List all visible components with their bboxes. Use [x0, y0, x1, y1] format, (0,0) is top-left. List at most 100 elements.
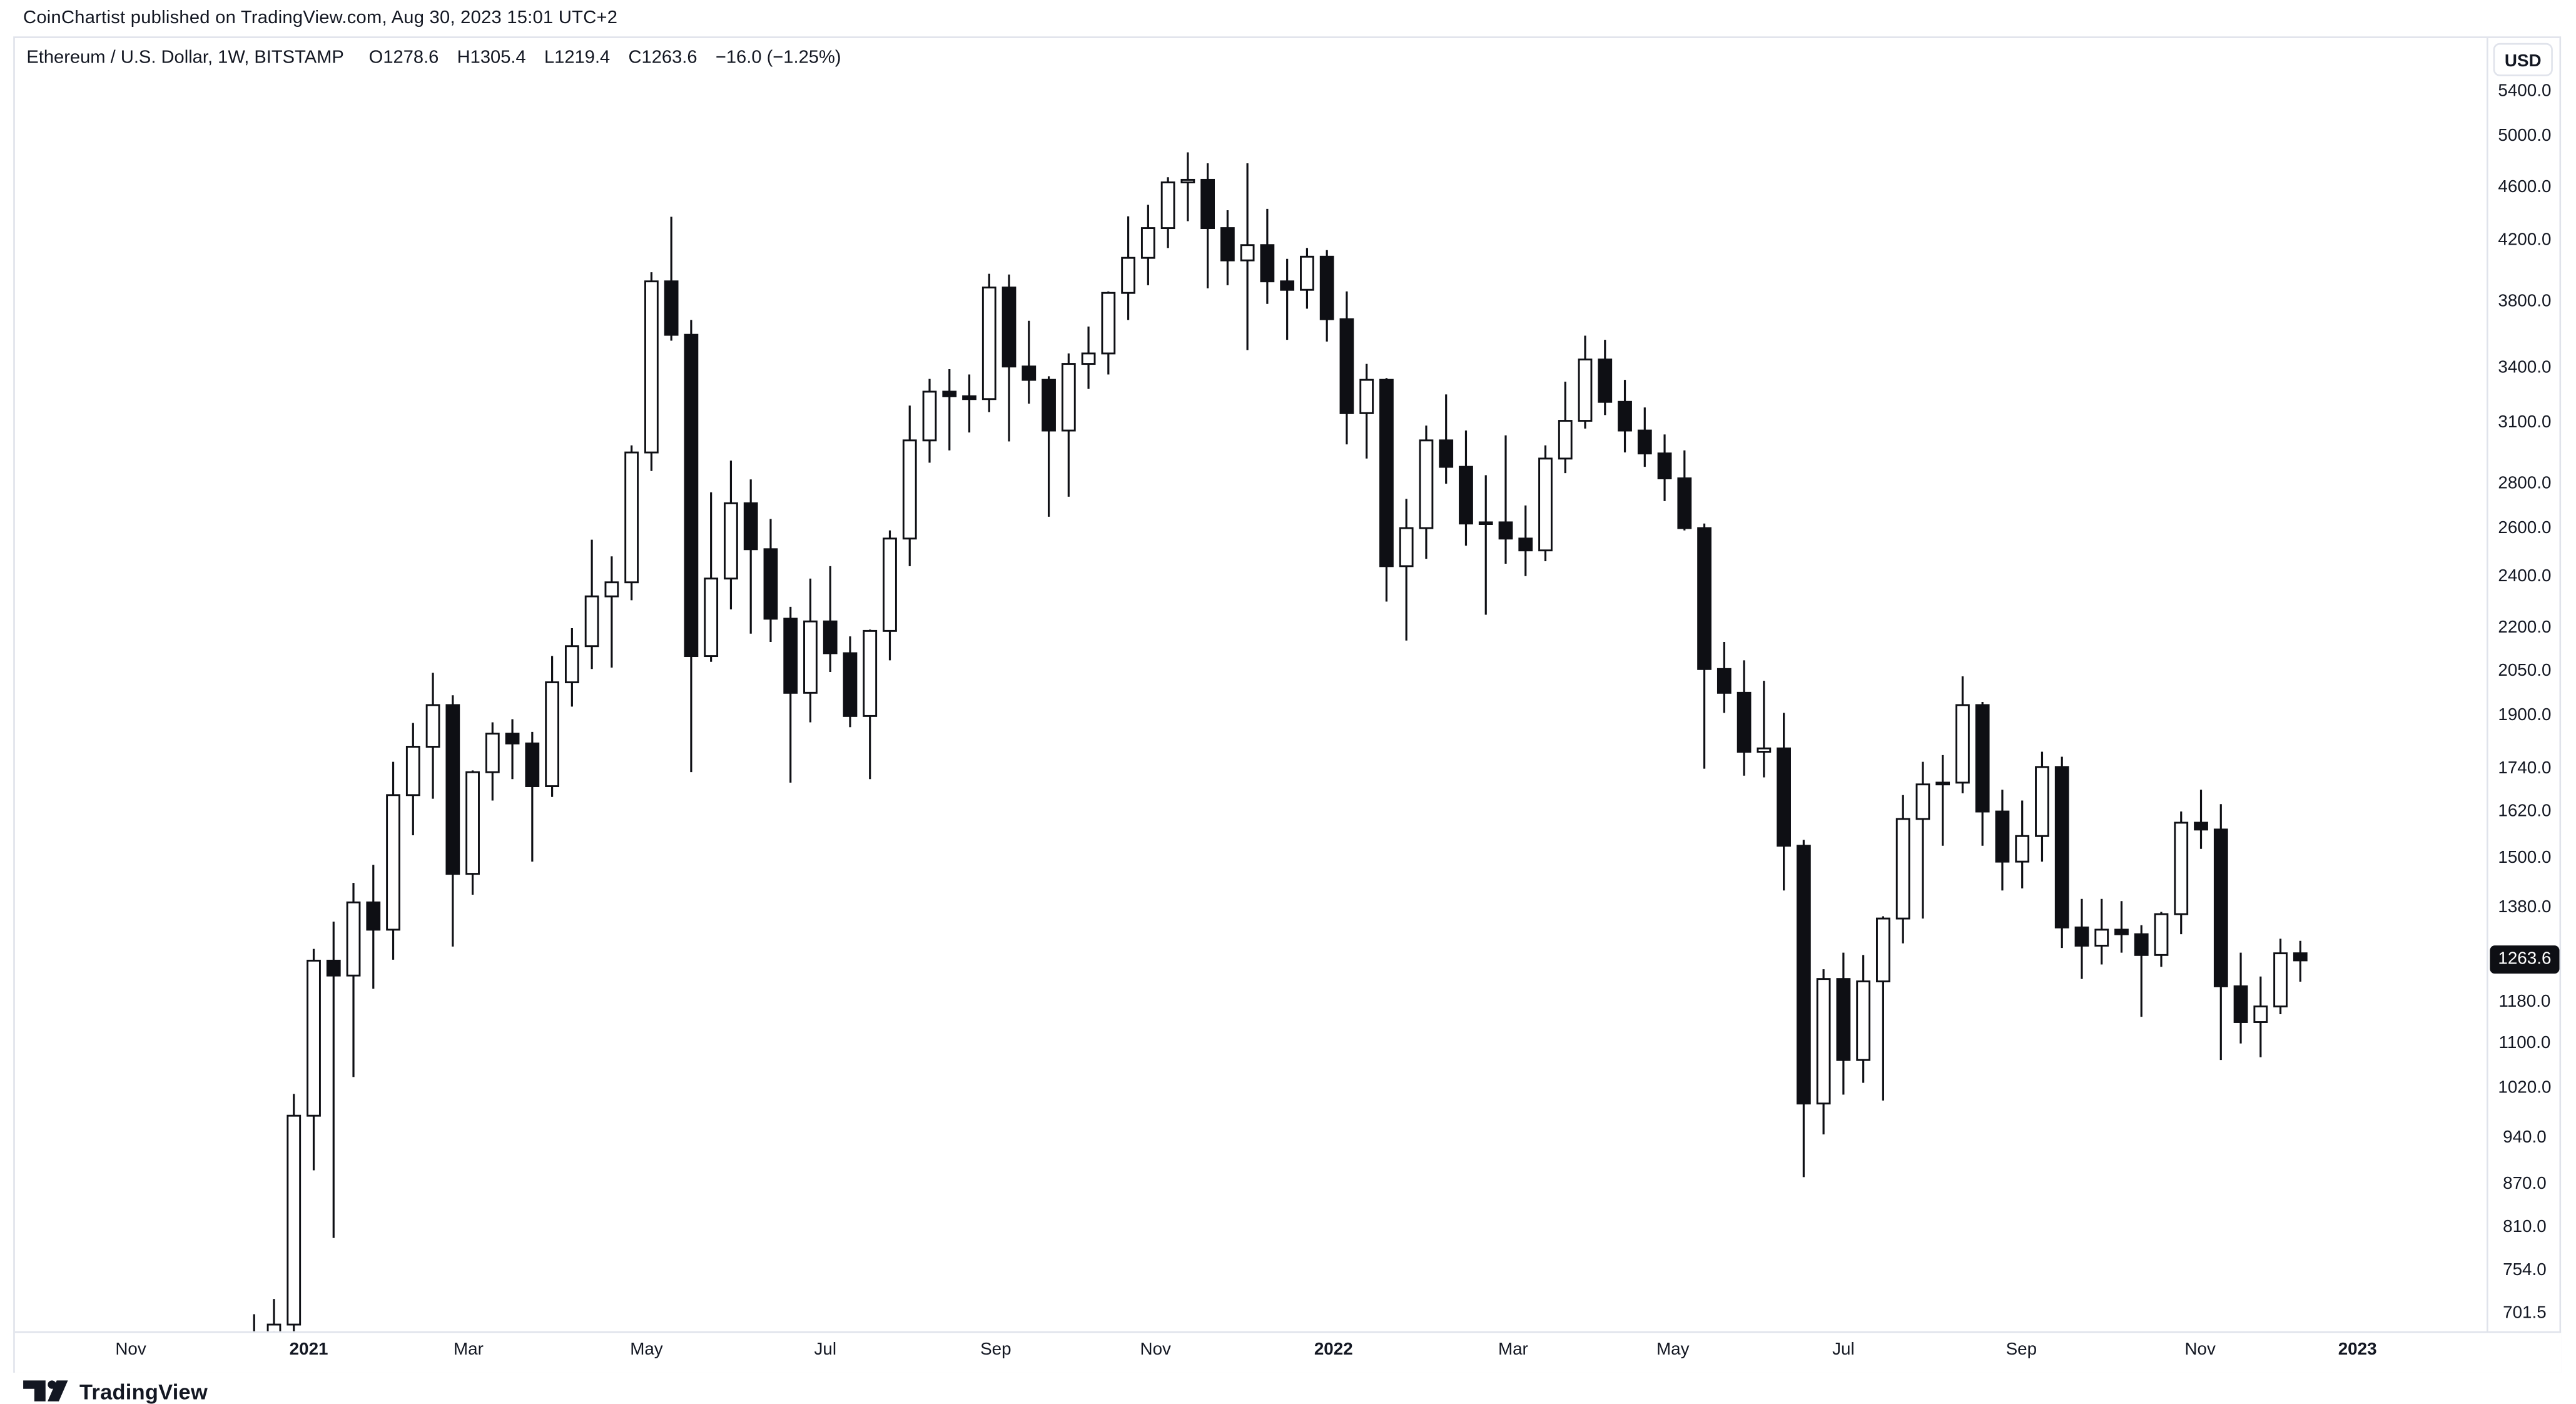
candle[interactable]	[386, 761, 400, 960]
symbol-title[interactable]: Ethereum / U.S. Dollar, 1W, BITSTAMP	[26, 48, 344, 68]
candle[interactable]	[1796, 840, 1811, 1178]
candle[interactable]	[445, 695, 460, 947]
candle[interactable]	[1816, 969, 1831, 1135]
candle[interactable]	[664, 216, 679, 341]
candle[interactable]	[2293, 940, 2308, 982]
candle[interactable]	[624, 445, 639, 601]
currency-toggle-button[interactable]: USD	[2493, 43, 2553, 76]
candle[interactable]	[1876, 916, 1890, 1101]
candle[interactable]	[763, 519, 778, 643]
candle[interactable]	[485, 722, 500, 801]
candle[interactable]	[1598, 340, 1613, 415]
candle[interactable]	[1737, 660, 1752, 776]
candle[interactable]	[1200, 163, 1215, 288]
candle[interactable]	[584, 539, 599, 669]
candle[interactable]	[2015, 800, 2030, 888]
candle[interactable]	[1856, 955, 1871, 1083]
candle[interactable]	[1995, 790, 2010, 891]
candle[interactable]	[2114, 901, 2129, 953]
candle[interactable]	[2233, 952, 2248, 1044]
candle[interactable]	[1280, 258, 1295, 340]
candle[interactable]	[1915, 761, 1930, 919]
candle[interactable]	[465, 770, 480, 895]
candle[interactable]	[1379, 378, 1394, 602]
price-axis[interactable]: USD 1263.6 5400.0 5000.0 4600.0 4200.0 3800.…	[2488, 38, 2561, 1331]
candle[interactable]	[1220, 210, 1235, 285]
candle[interactable]	[2074, 898, 2089, 979]
candle[interactable]	[1300, 248, 1314, 309]
candle[interactable]	[1001, 274, 1017, 442]
candle[interactable]	[922, 379, 937, 463]
candle[interactable]	[1399, 499, 1414, 641]
candle[interactable]	[1022, 320, 1037, 404]
candle[interactable]	[1459, 430, 1473, 546]
candle[interactable]	[2174, 811, 2189, 935]
candle[interactable]	[2035, 751, 2049, 862]
tradingview-logo-icon[interactable]	[23, 1380, 68, 1403]
candle[interactable]	[1697, 523, 1711, 769]
candle[interactable]	[644, 272, 659, 471]
candle[interactable]	[1637, 407, 1652, 467]
candle[interactable]	[1975, 701, 1990, 846]
candle[interactable]	[1498, 435, 1513, 564]
candle[interactable]	[1121, 216, 1135, 320]
candle[interactable]	[2253, 976, 2268, 1057]
candle[interactable]	[803, 578, 818, 723]
candle[interactable]	[902, 405, 917, 566]
candle[interactable]	[1478, 475, 1493, 615]
candle[interactable]	[248, 1314, 260, 1331]
candle[interactable]	[823, 566, 838, 672]
candle[interactable]	[1538, 445, 1553, 562]
candle[interactable]	[1777, 713, 1791, 891]
candle[interactable]	[545, 656, 559, 797]
candle[interactable]	[1140, 205, 1155, 285]
candle[interactable]	[1180, 152, 1195, 221]
candle[interactable]	[2054, 756, 2069, 949]
candle[interactable]	[1260, 208, 1275, 304]
candle[interactable]	[326, 922, 341, 1238]
candle[interactable]	[2213, 804, 2228, 1061]
candle[interactable]	[1061, 353, 1076, 497]
candle[interactable]	[564, 628, 579, 707]
candle[interactable]	[346, 883, 361, 1077]
candle[interactable]	[981, 273, 996, 412]
candle[interactable]	[1419, 425, 1434, 559]
candle[interactable]	[405, 723, 420, 836]
candle[interactable]	[743, 479, 758, 634]
candle[interactable]	[783, 606, 798, 783]
candle[interactable]	[1836, 952, 1851, 1095]
candle[interactable]	[1081, 326, 1096, 389]
candle[interactable]	[1716, 642, 1732, 713]
candle[interactable]	[1042, 376, 1056, 517]
candle[interactable]	[2134, 925, 2149, 1017]
candle[interactable]	[962, 374, 976, 433]
candle[interactable]	[863, 629, 878, 780]
candle[interactable]	[1160, 177, 1175, 248]
candle[interactable]	[366, 865, 381, 989]
candle[interactable]	[942, 369, 957, 450]
candle[interactable]	[1339, 291, 1354, 445]
candle[interactable]	[425, 673, 440, 799]
candle[interactable]	[1657, 434, 1672, 501]
candle[interactable]	[1895, 795, 1910, 944]
candle[interactable]	[1439, 394, 1454, 484]
candle[interactable]	[2094, 898, 2109, 965]
brand-name[interactable]: TradingView	[79, 1378, 208, 1403]
candle[interactable]	[883, 530, 897, 661]
candle[interactable]	[604, 556, 619, 668]
candle[interactable]	[1240, 163, 1255, 350]
candle[interactable]	[1955, 676, 1970, 793]
candle[interactable]	[704, 492, 719, 662]
candle[interactable]	[1359, 364, 1374, 459]
candle[interactable]	[287, 1094, 302, 1331]
candle[interactable]	[1677, 450, 1692, 531]
candle[interactable]	[1618, 380, 1632, 453]
candle[interactable]	[307, 949, 321, 1171]
candle[interactable]	[525, 731, 540, 862]
candle[interactable]	[505, 719, 520, 780]
candle[interactable]	[266, 1299, 281, 1331]
candle[interactable]	[1578, 335, 1593, 429]
time-axis[interactable]: Nov 2021 Mar May Jul Sep Nov 2022 Mar May Jul Sep No…	[14, 1333, 2562, 1373]
candle[interactable]	[1757, 681, 1772, 778]
candle[interactable]	[2194, 790, 2208, 849]
